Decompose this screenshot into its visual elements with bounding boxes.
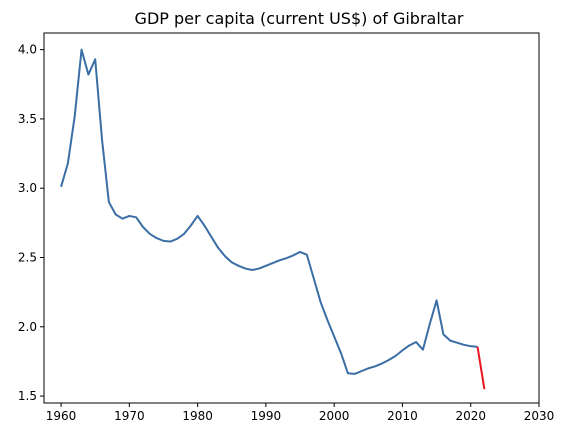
y-tick-label: 2.0 bbox=[18, 320, 37, 334]
x-tick-label: 2020 bbox=[455, 409, 486, 423]
x-tick-label: 2030 bbox=[524, 409, 555, 423]
plot-frame bbox=[43, 32, 540, 404]
series-line-1 bbox=[60, 48, 478, 375]
x-tick-label: 1980 bbox=[182, 409, 213, 423]
chart-title: GDP per capita (current US$) of Gibralta… bbox=[135, 9, 464, 28]
y-tick-label: 3.5 bbox=[18, 112, 37, 126]
y-tick-label: 2.5 bbox=[18, 250, 37, 264]
x-tick-label: 2010 bbox=[387, 409, 418, 423]
y-tick-label: 4.0 bbox=[18, 43, 37, 57]
series-layer bbox=[60, 48, 486, 390]
series-line-2 bbox=[476, 346, 486, 390]
x-tick-label: 1990 bbox=[251, 409, 282, 423]
x-tick-label: 1960 bbox=[46, 409, 77, 423]
y-tick-label: 1.5 bbox=[18, 389, 37, 403]
axes-layer: 1960 1970 1980 1990 2000 2010 2020 2030 1.5 2.0 2.… bbox=[18, 32, 555, 423]
y-tick-label: 3.0 bbox=[18, 181, 37, 195]
x-tick-label: 1970 bbox=[114, 409, 145, 423]
x-tick-label: 2000 bbox=[319, 409, 350, 423]
